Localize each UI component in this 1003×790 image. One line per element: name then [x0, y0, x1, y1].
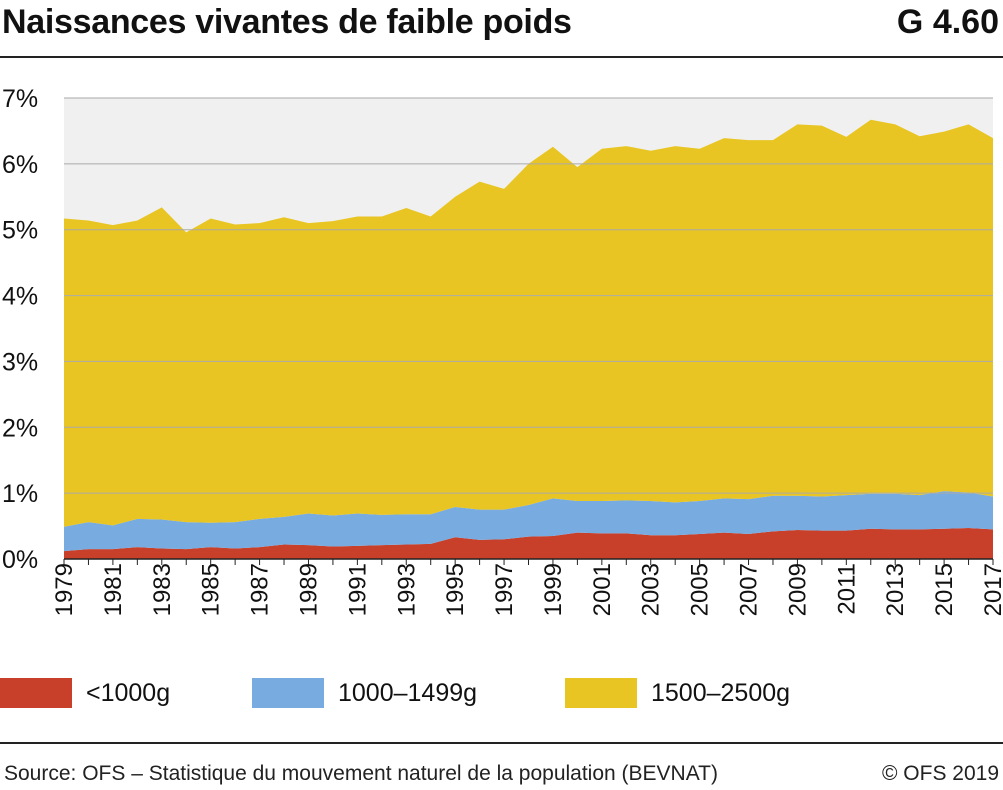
x-tick-label: 1991 [344, 563, 371, 616]
x-tick-label: 1995 [442, 563, 469, 616]
legend-swatch-blue [252, 678, 324, 708]
x-tick-label: 1985 [198, 563, 225, 616]
legend-label: 1500–2500g [651, 678, 791, 707]
header-divider [0, 56, 1003, 58]
legend-label: 1000–1499g [338, 678, 478, 707]
area-series-1 [64, 491, 993, 552]
y-tick-label: 2% [2, 414, 38, 442]
y-tick-label: 5% [2, 217, 38, 245]
x-tick-label: 1999 [540, 563, 567, 616]
area-series-0 [64, 528, 993, 559]
y-tick-label: 3% [2, 348, 38, 376]
legend: <1000g 1000–1499g 1500–2500g [0, 676, 1003, 710]
x-tick-label: 1997 [491, 563, 518, 616]
x-tick-label: 2007 [736, 563, 763, 616]
x-tick-label: 2011 [833, 563, 860, 615]
x-tick-label: 1983 [149, 563, 176, 616]
x-tick-label: 1993 [393, 563, 420, 616]
legend-item-1000-1499g: 1000–1499g [252, 676, 477, 710]
x-tick-label: 1979 [51, 563, 78, 616]
legend-item-1500-2500g: 1500–2500g [565, 676, 790, 710]
area-series-2 [64, 119, 993, 527]
y-tick-label: 7% [2, 85, 38, 113]
stacked-area-chart: 0% 1% 2% 3% 4% 5% 6% 7% 1979 1981 1983 1985 1987 198… [2, 85, 1003, 616]
y-tick-label: 1% [2, 480, 38, 508]
footer-divider [0, 742, 1003, 744]
x-tick-label: 2017 [980, 563, 1003, 616]
gridlines [64, 97, 993, 560]
y-axis-ticks: 0% 1% 2% 3% 4% 5% 6% 7% [2, 85, 38, 574]
figure-number: G 4.60 [896, 3, 999, 41]
legend-swatch-yellow [565, 678, 637, 708]
legend-label: <1000g [86, 678, 171, 707]
x-tick-label: 2001 [589, 563, 616, 616]
x-tick-label: 1989 [295, 563, 322, 616]
x-axis-ticks: 1979 1981 1983 1985 1987 1989 1991 1993 1995 1997… [51, 559, 1003, 616]
legend-item-under-1000g: <1000g [0, 676, 170, 710]
source-note: Source: OFS – Statistique du mouvement n… [4, 762, 718, 785]
x-tick-label: 1981 [100, 563, 127, 616]
y-tick-label: 6% [2, 151, 38, 179]
x-tick-label: 2009 [784, 563, 811, 616]
x-tick-label: 2013 [882, 563, 909, 616]
chart-title: Naissances vivantes de faible poids [2, 3, 572, 41]
area-series-group [64, 119, 993, 559]
x-tick-label: 2005 [687, 563, 714, 616]
x-tick-label: 2003 [638, 563, 665, 616]
legend-swatch-red [0, 678, 72, 708]
x-tick-label: 2015 [931, 563, 958, 616]
y-tick-label: 4% [2, 283, 38, 311]
copyright-note: © OFS 2019 [881, 762, 999, 785]
x-tick-label: 1987 [247, 563, 274, 616]
y-tick-label: 0% [2, 546, 38, 574]
